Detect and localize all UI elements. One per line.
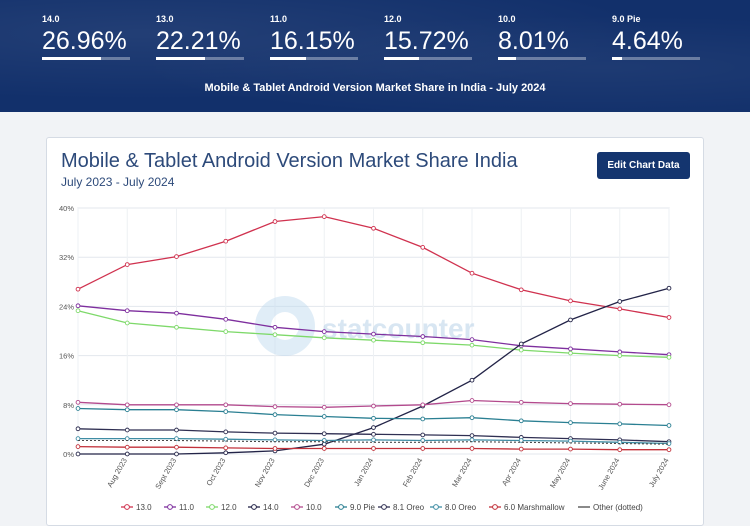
stat-value: 26.96% [42, 27, 127, 55]
stat-bar [384, 57, 472, 60]
stat-bar [42, 57, 130, 60]
stat-version: 13.0 [156, 14, 174, 24]
stat-value: 15.72% [384, 27, 469, 55]
chart-subtitle: July 2023 - July 2024 [61, 175, 175, 189]
stat-bar-fill [498, 57, 516, 60]
stat-version: 11.0 [270, 14, 288, 24]
chart-title: Mobile & Tablet Android Version Market S… [61, 150, 518, 172]
stat-version: 12.0 [384, 14, 402, 24]
stat-value: 22.21% [156, 27, 241, 55]
stat-12-0: 12.0 15.72% [384, 14, 472, 60]
stat-14-0: 14.0 26.96% [42, 14, 130, 60]
edit-chart-data-button[interactable]: Edit Chart Data [597, 152, 690, 179]
stat-11-0: 11.0 16.15% [270, 14, 358, 60]
stat-bar-fill [612, 57, 623, 60]
stat-bar [612, 57, 700, 60]
stat-value: 4.64% [612, 27, 683, 55]
stat-value: 16.15% [270, 27, 355, 55]
stat-9-0-pie: 9.0 Pie 4.64% [612, 14, 700, 60]
stat-bar-fill [42, 57, 102, 60]
stat-version: 9.0 Pie [612, 14, 641, 24]
stat-bar-fill [270, 57, 306, 60]
stat-10-0: 10.0 8.01% [498, 14, 586, 60]
chart-card: Mobile & Tablet Android Version Market S… [46, 137, 704, 526]
stat-bar [498, 57, 586, 60]
stat-value: 8.01% [498, 27, 569, 55]
stat-bar [270, 57, 358, 60]
stat-bar-fill [156, 57, 205, 60]
stat-13-0: 13.0 22.21% [156, 14, 244, 60]
banner-title: Mobile & Tablet Android Version Market S… [204, 82, 546, 94]
stat-version: 10.0 [498, 14, 516, 24]
summary-banner: 14.0 26.96% 13.0 22.21% 11.0 16.15% 12.0 15.72%… [0, 0, 750, 112]
stat-bar [156, 57, 244, 60]
stat-bar-fill [384, 57, 419, 60]
stat-version: 14.0 [42, 14, 60, 24]
